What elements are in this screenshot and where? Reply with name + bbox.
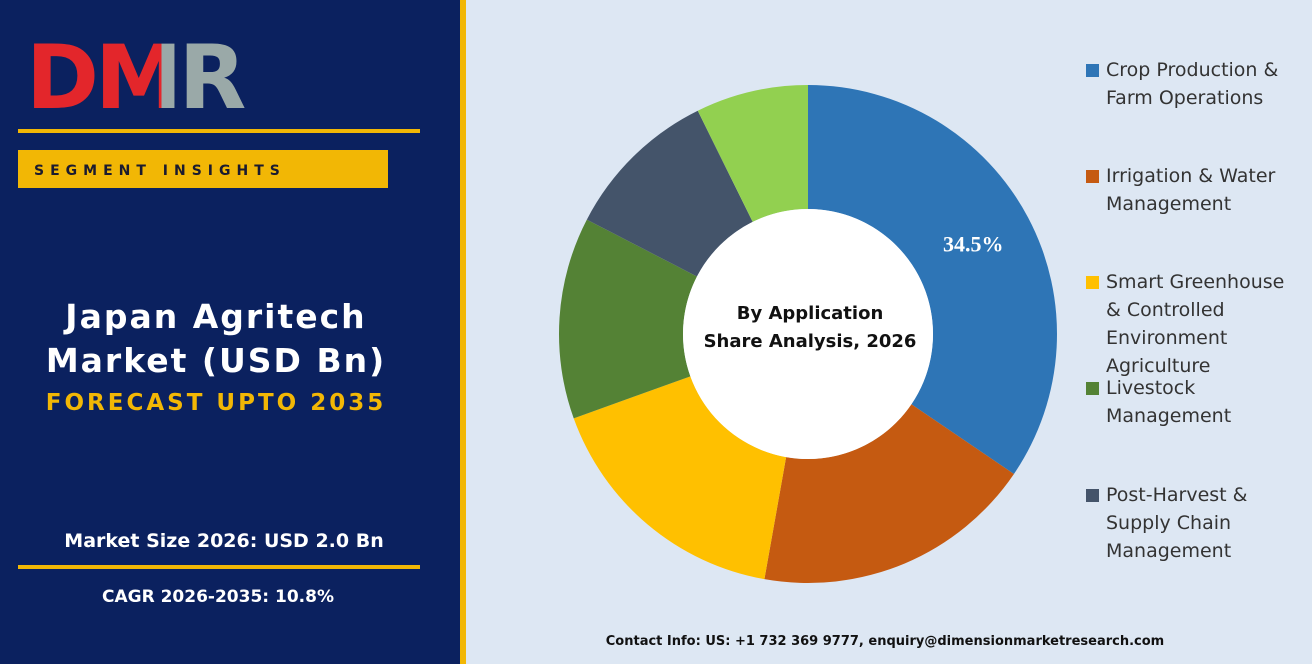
legend-label: Post-Harvest & Supply Chain Management [1106, 484, 1248, 562]
headline: Japan Agritech [63, 297, 366, 336]
tag-box [18, 150, 388, 188]
legend-item: Livestock Management [1086, 374, 1286, 430]
legend-swatch [1086, 382, 1099, 395]
slice [559, 219, 697, 419]
side-panel [0, 0, 460, 664]
slice [764, 404, 1014, 583]
legend-label: Irrigation & Water Management [1106, 165, 1276, 215]
logo: DMR [26, 26, 245, 129]
legend-label: Smart Greenhouse & Controlled Environmen… [1106, 271, 1285, 377]
value-label: 34.5% [943, 232, 1004, 257]
market-size: Market Size 2026: USD 2.0 Bn [64, 530, 383, 552]
slice [697, 85, 808, 222]
headline: Market (USD Bn) [46, 341, 386, 380]
slice [573, 376, 787, 580]
legend-item: Smart Greenhouse & Controlled Environmen… [1086, 268, 1286, 380]
legend-swatch [1086, 276, 1099, 289]
center-title: By Application [737, 303, 884, 324]
hole [683, 209, 933, 459]
legend-swatch [1086, 64, 1099, 77]
legend-swatch [1086, 489, 1099, 502]
contact: Contact Info: US: +1 732 369 9777, enqui… [606, 634, 1164, 649]
cagr: CAGR 2026-2035: 10.8% [102, 587, 334, 607]
rule [18, 565, 420, 569]
slice [586, 110, 753, 277]
rule [18, 129, 420, 133]
legend-item: Irrigation & Water Management [1086, 162, 1286, 218]
legend-label: Crop Production & Farm Operations [1106, 59, 1279, 109]
legend-item: Post-Harvest & Supply Chain Management [1086, 481, 1286, 565]
donut: 34.5% By Application Share Analysis, 2026 [559, 85, 1057, 583]
tag: SEGMENT INSIGHTS [34, 163, 286, 179]
center-title: Share Analysis, 2026 [704, 331, 917, 352]
divider [460, 0, 466, 664]
legend-item: Crop Production & Farm Operations [1086, 56, 1286, 112]
slice [808, 85, 1057, 474]
legend-swatch [1086, 170, 1099, 183]
legend-label: Livestock Management [1106, 377, 1232, 427]
forecast: FORECAST UPTO 2035 [46, 390, 386, 416]
